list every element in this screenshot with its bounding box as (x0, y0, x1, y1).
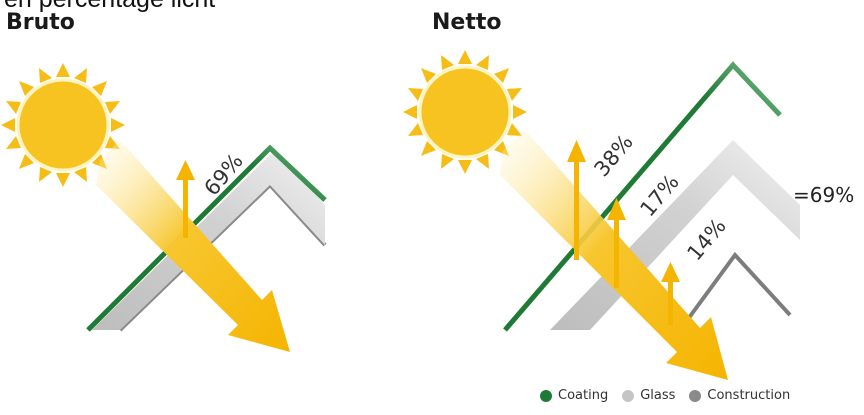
legend-coating: Coating (540, 388, 608, 403)
netto-glass-reflection-arrow (607, 198, 626, 288)
netto-coating-reflection-arrow (567, 140, 586, 260)
netto-title: Netto (432, 10, 502, 35)
netto-total-label: =69% (793, 183, 854, 207)
coating-dot-icon (540, 389, 552, 402)
bruto-coating-line (86, 144, 327, 332)
legend: Coating Glass Construction (540, 388, 804, 403)
netto-construction-reflection-arrow (661, 262, 680, 325)
legend-glass: Glass (622, 388, 675, 403)
legend-construction: Construction (689, 388, 790, 403)
bruto-sun-icon (1, 63, 125, 187)
netto-coating-percent: 38% (589, 130, 637, 181)
bruto-reflection-arrow (176, 160, 195, 238)
construction-dot-icon (689, 389, 702, 402)
legend-coating-label: Coating (558, 388, 609, 403)
legend-construction-label: Construction (707, 388, 791, 403)
bruto-title: Bruto (6, 10, 75, 35)
netto-panel: 38% 17% 14% =69% (403, 50, 854, 380)
legend-glass-label: Glass (640, 388, 676, 403)
netto-sun-icon (403, 50, 527, 174)
bruto-panel: 69% (1, 63, 327, 352)
glass-dot-icon (622, 389, 635, 402)
caption: en percentage licht (4, 0, 215, 14)
netto-construction-line (678, 251, 792, 332)
bruto-light-arrow (96, 140, 290, 352)
